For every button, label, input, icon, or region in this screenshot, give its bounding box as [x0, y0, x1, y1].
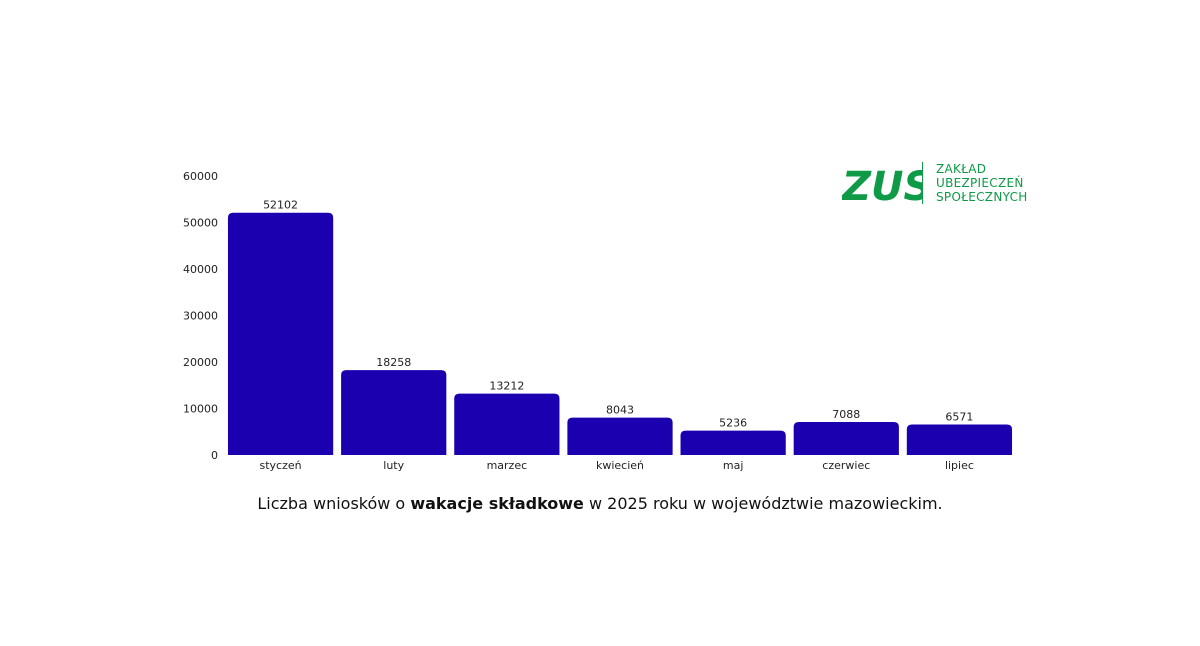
bar-kwiecień	[567, 417, 673, 455]
x-tick-label: luty	[383, 459, 404, 472]
caption-prefix: Liczba wniosków o	[257, 494, 411, 513]
y-tick-label: 60000	[183, 170, 218, 183]
chart-caption: Liczba wniosków o wakacje składkowe w 20…	[0, 494, 1200, 513]
y-tick-label: 10000	[183, 403, 218, 416]
x-tick-label: czerwiec	[822, 459, 870, 472]
bar-styczeń	[227, 212, 334, 455]
bar-maj	[680, 430, 786, 455]
data-label: 7088	[832, 408, 860, 421]
logo-line-3: SPOŁECZNYCH	[936, 190, 1028, 204]
bar-marzec	[454, 393, 560, 455]
x-tick-label: marzec	[487, 459, 528, 472]
data-label: 52102	[263, 199, 298, 212]
x-tick-label: maj	[723, 459, 744, 472]
caption-suffix: w 2025 roku w województwie mazowieckim.	[583, 494, 943, 513]
data-label: 8043	[606, 404, 634, 417]
value-labels-group: 52102 18258 13212 8043 5236 7088 6571	[263, 199, 973, 430]
caption-bold: wakacje składkowe	[410, 494, 584, 513]
y-tick-label: 0	[211, 449, 218, 462]
logo-divider	[922, 162, 923, 204]
y-axis-ticks: 0 10000 20000 30000 40000 50000 60000	[183, 170, 218, 462]
x-tick-label: lipiec	[945, 459, 974, 472]
bar-lipiec	[906, 424, 1013, 455]
x-tick-label: kwiecień	[596, 459, 644, 472]
zus-logo: ZUS ZAKŁAD UBEZPIECZEŃ SPOŁECZNYCH	[840, 160, 1032, 210]
y-tick-label: 40000	[183, 263, 218, 276]
bar-luty	[341, 370, 447, 455]
data-label: 13212	[489, 380, 524, 393]
data-label: 5236	[719, 417, 747, 430]
logo-line-1: ZAKŁAD	[936, 162, 987, 176]
y-tick-label: 30000	[183, 310, 218, 323]
logo-text: ZAKŁAD UBEZPIECZEŃ SPOŁECZNYCH	[936, 162, 1028, 204]
bar-czerwiec	[793, 422, 899, 455]
data-label: 18258	[376, 356, 411, 369]
y-tick-label: 20000	[183, 356, 218, 369]
data-label: 6571	[945, 410, 973, 423]
zus-logo-mark: ZUS	[840, 164, 932, 210]
zus-logo-mark-text: ZUS	[842, 164, 922, 208]
logo-line-2: UBEZPIECZEŃ	[936, 176, 1024, 190]
x-tick-label: styczeń	[260, 459, 302, 472]
bars-group	[227, 212, 1013, 455]
x-axis-labels: styczeń luty marzec kwiecień maj czerwiec lipi…	[260, 459, 974, 472]
y-tick-label: 50000	[183, 217, 218, 230]
